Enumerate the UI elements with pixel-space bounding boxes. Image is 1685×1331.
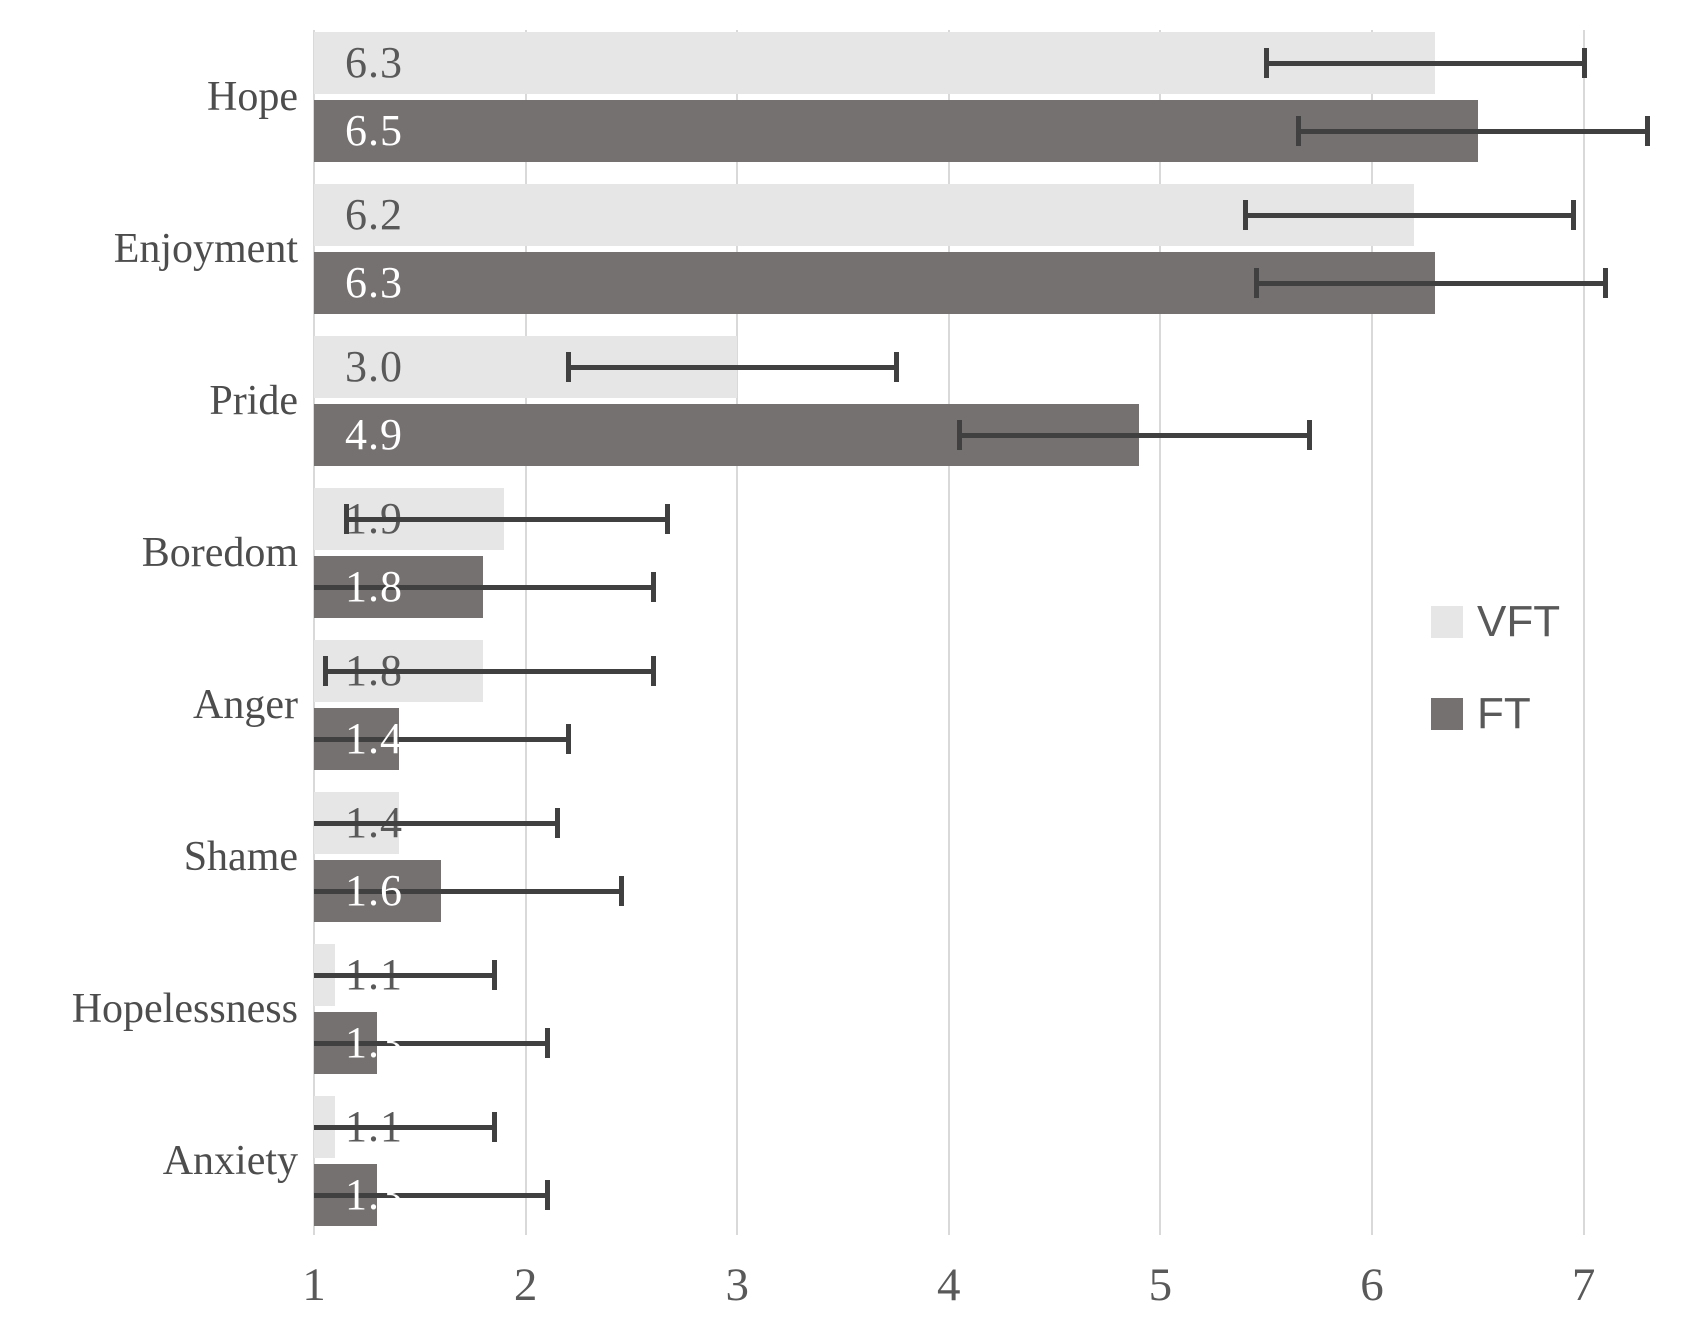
- value-label-ft-hope: 6.5: [345, 106, 403, 155]
- gridline-x1: [313, 30, 315, 1235]
- gridline-x3: [736, 30, 739, 1235]
- error-bar-ft-shame: [314, 889, 621, 894]
- error-cap-high: [665, 504, 671, 534]
- error-bar-vft-enjoyment: [1245, 213, 1573, 218]
- legend-swatch-vft: [1431, 606, 1463, 638]
- error-cap-low: [565, 352, 571, 382]
- category-label-hopelessness: Hopelessness: [71, 986, 298, 1032]
- error-bar-ft-boredom: [314, 585, 653, 590]
- error-cap-high: [1645, 116, 1651, 146]
- gridline-x7: [1582, 30, 1585, 1235]
- error-cap-high: [1306, 420, 1312, 450]
- error-cap-low: [1243, 200, 1249, 230]
- x-tick-label: 3: [725, 1259, 749, 1311]
- error-bar-vft-shame: [314, 821, 558, 826]
- error-bar-ft-anger: [314, 737, 568, 742]
- error-bar-ft-hope: [1297, 129, 1648, 134]
- x-tick-label: 2: [513, 1259, 538, 1311]
- error-cap-high: [618, 876, 624, 906]
- x-tick-label: 5: [1148, 1259, 1173, 1311]
- value-label-ft-pride: 4.9: [345, 410, 403, 459]
- error-bar-vft-anxiety: [314, 1125, 494, 1130]
- error-cap-low: [343, 504, 349, 534]
- error-bar-ft-hopelessness: [314, 1041, 547, 1046]
- category-label-pride: Pride: [209, 378, 298, 424]
- error-bar-vft-pride: [567, 365, 896, 370]
- x-tick-label: 6: [1360, 1259, 1384, 1311]
- bar-vft-enjoyment: [314, 184, 1415, 246]
- bar-vft-hope: [314, 32, 1436, 94]
- value-label-ft-hopelessness: 1.3: [345, 1018, 403, 1067]
- error-cap-high: [555, 808, 561, 838]
- error-cap-high: [1602, 268, 1608, 298]
- error-cap-high: [650, 572, 656, 602]
- error-cap-low: [1295, 116, 1301, 146]
- error-bar-vft-hope: [1266, 61, 1584, 66]
- error-bar-ft-enjoyment: [1255, 281, 1605, 286]
- error-cap-low: [322, 656, 328, 686]
- error-cap-high: [650, 656, 656, 686]
- legend-label-ft: FT: [1477, 689, 1531, 738]
- bar-ft-hope: [314, 100, 1478, 162]
- error-cap-low: [1264, 48, 1270, 78]
- value-label-vft-pride: 3.0: [345, 342, 403, 391]
- value-label-ft-shame: 1.6: [345, 866, 403, 915]
- error-cap-high: [544, 1028, 550, 1058]
- x-tick-label: 7: [1571, 1259, 1596, 1311]
- error-cap-low: [1253, 268, 1259, 298]
- category-label-anxiety: Anxiety: [162, 1138, 298, 1184]
- error-cap-high: [1571, 200, 1577, 230]
- error-bar-vft-boredom: [345, 517, 668, 522]
- error-bar-vft-anger: [324, 669, 653, 674]
- error-bar-vft-hopelessness: [314, 973, 494, 978]
- value-label-vft-enjoyment: 6.2: [345, 190, 403, 239]
- error-cap-high: [1581, 48, 1587, 78]
- error-cap-high: [893, 352, 899, 382]
- value-label-vft-hope: 6.3: [345, 38, 403, 87]
- value-label-ft-boredom: 1.8: [345, 562, 403, 611]
- error-cap-high: [565, 724, 571, 754]
- value-label-ft-anger: 1.4: [345, 714, 403, 763]
- value-label-ft-anxiety: 1.3: [345, 1170, 403, 1219]
- error-cap-low: [957, 420, 963, 450]
- x-tick-label: 1: [302, 1259, 326, 1311]
- gridline-x4: [947, 30, 950, 1235]
- category-label-hope: Hope: [207, 74, 298, 120]
- error-cap-high: [491, 1112, 497, 1142]
- category-label-boredom: Boredom: [141, 530, 298, 576]
- value-label-ft-enjoyment: 6.3: [345, 258, 403, 307]
- bar-ft-enjoyment: [314, 252, 1436, 314]
- gridline-x5: [1159, 30, 1162, 1235]
- category-label-enjoyment: Enjoyment: [113, 226, 298, 272]
- x-tick-label: 4: [937, 1259, 961, 1311]
- error-cap-high: [491, 960, 497, 990]
- legend-swatch-ft: [1431, 698, 1463, 730]
- error-bar-ft-pride: [959, 433, 1309, 438]
- category-label-shame: Shame: [183, 834, 298, 880]
- legend-label-vft: VFT: [1477, 597, 1561, 646]
- gridline-x2: [524, 30, 527, 1235]
- error-cap-high: [544, 1180, 550, 1210]
- category-label-anger: Anger: [193, 682, 298, 728]
- error-bar-ft-anxiety: [314, 1193, 547, 1198]
- gridline-x6: [1371, 30, 1373, 1235]
